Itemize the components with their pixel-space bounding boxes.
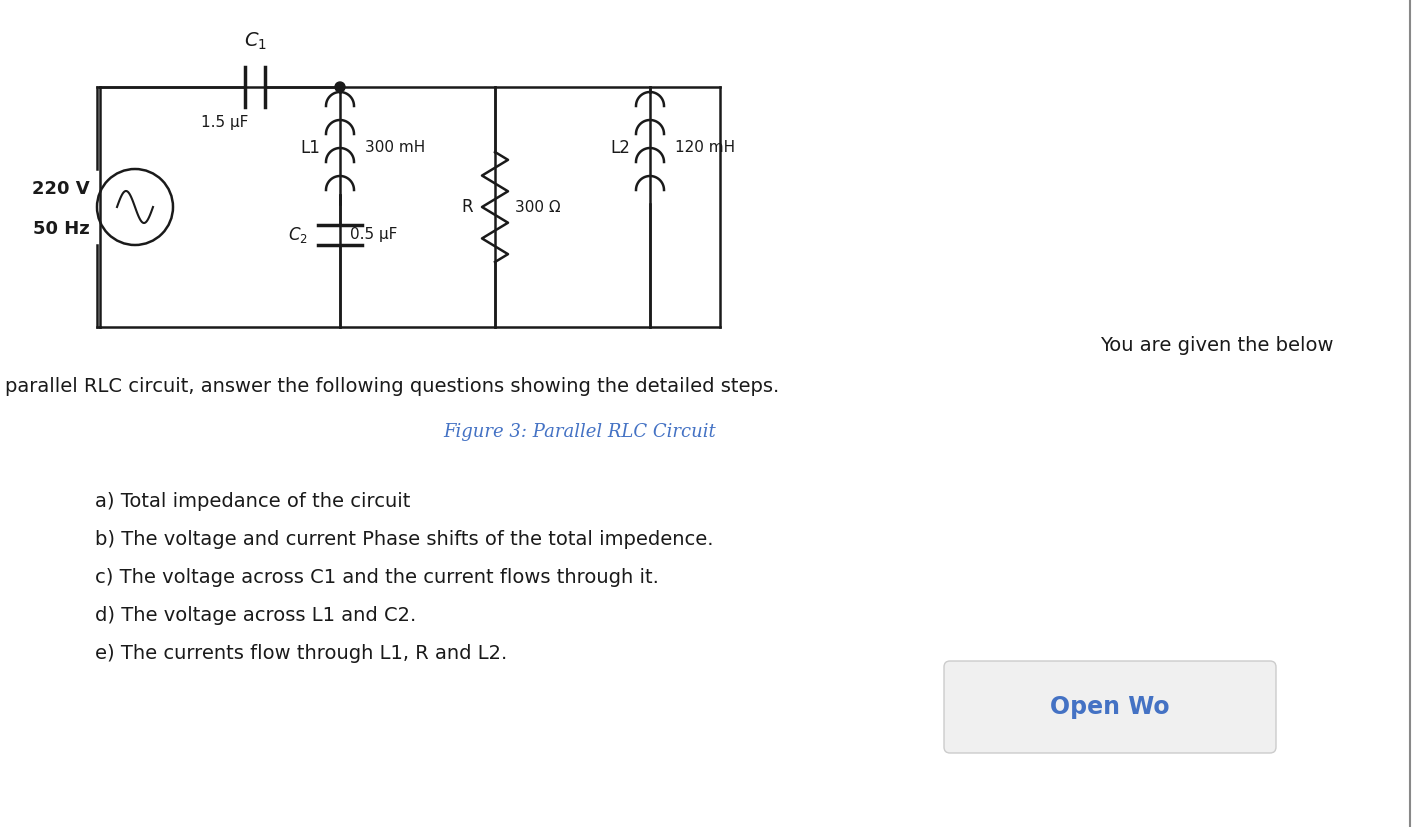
Text: 300 Ω: 300 Ω <box>514 199 560 214</box>
Text: 0.5 μF: 0.5 μF <box>351 227 398 242</box>
Text: e) The currents flow through L1, R and L2.: e) The currents flow through L1, R and L… <box>95 644 507 663</box>
Text: You are given the below: You are given the below <box>1100 336 1334 355</box>
Circle shape <box>335 82 345 92</box>
Text: a) Total impedance of the circuit: a) Total impedance of the circuit <box>95 492 410 511</box>
Text: d) The voltage across L1 and C2.: d) The voltage across L1 and C2. <box>95 606 416 625</box>
Text: R: R <box>462 198 473 216</box>
Text: 50 Hz: 50 Hz <box>33 220 90 238</box>
Text: Figure 3: Parallel RLC Circuit: Figure 3: Parallel RLC Circuit <box>443 423 717 441</box>
Text: Open Wo: Open Wo <box>1050 695 1170 719</box>
Text: $C_2$: $C_2$ <box>288 225 308 245</box>
Text: L1: L1 <box>301 139 321 157</box>
Text: b) The voltage and current Phase shifts of the total impedence.: b) The voltage and current Phase shifts … <box>95 530 714 549</box>
Text: parallel RLC circuit, answer the following questions showing the detailed steps.: parallel RLC circuit, answer the followi… <box>6 377 779 396</box>
Text: c) The voltage across C1 and the current flows through it.: c) The voltage across C1 and the current… <box>95 568 658 587</box>
Text: 120 mH: 120 mH <box>675 141 735 155</box>
Text: 1.5 μF: 1.5 μF <box>201 115 249 130</box>
Text: 300 mH: 300 mH <box>365 141 425 155</box>
Text: 220 V: 220 V <box>33 180 90 198</box>
Text: $C_1$: $C_1$ <box>244 31 266 52</box>
FancyBboxPatch shape <box>943 661 1275 753</box>
Text: L2: L2 <box>610 139 630 157</box>
